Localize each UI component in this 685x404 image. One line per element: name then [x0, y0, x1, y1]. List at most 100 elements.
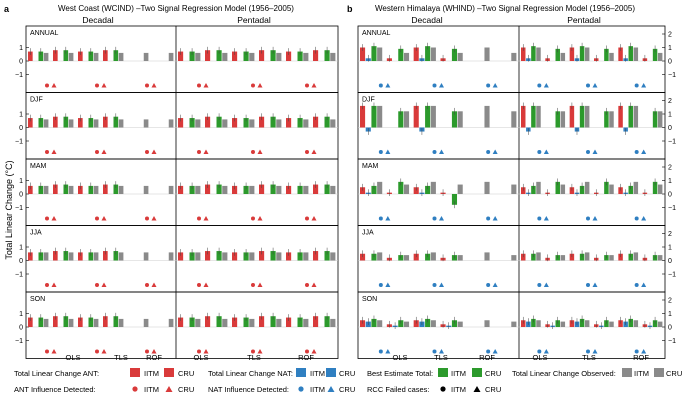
panel-a-row-2-tick-label-1: 0 — [19, 192, 23, 199]
panel-a-row-2-group-2-obs-bar — [93, 185, 99, 194]
panel-b-row-0-detect-0-circle-icon — [378, 83, 383, 88]
panel-a-row-2-group-3-ant-bar — [103, 184, 108, 194]
panel-a-row-2-detect-3-circle-icon — [197, 216, 201, 221]
panel-b-method-ols: OLS — [392, 353, 407, 362]
panel-a-row-3-tick-label-2: −1 — [15, 272, 23, 279]
panel-b-row-0-group-8-ant-bar — [569, 47, 575, 61]
panel-b-row-0-group-6-ant-bar — [521, 47, 526, 61]
panel-a-row-1-detect-3-triangle-icon — [203, 149, 209, 154]
panel-a-row-0-detect-2-triangle-icon — [151, 83, 157, 88]
panel-a-row-3-group-2-obs-bar — [93, 252, 99, 261]
panel-a-row-2-group-7-obs-bar — [222, 185, 228, 194]
panel-a-row-1-tick-label-2: −1 — [15, 139, 23, 146]
panel-b-row-4-group-9-obs-bar — [609, 321, 614, 327]
panel-a-row-0-group-9-obs-bar — [276, 52, 282, 61]
panel-b-row-1-detect-1-circle-icon — [432, 150, 437, 154]
panel-b-row-1-detect-3-triangle-icon — [543, 149, 549, 154]
panel-a-row-1-group-4-obs-bar — [143, 119, 149, 128]
panel-b-row-2-detect-1-triangle-icon — [439, 216, 444, 221]
panel-a-row-1-group-6-best-bar — [189, 118, 195, 128]
panel-b-row-4-group-11-obs-bar — [657, 321, 663, 327]
panel-a-row-0-label: ANNUAL — [30, 30, 59, 37]
panel-a-row-0-detect-4-circle-icon — [251, 83, 255, 88]
panel-b-row-1-group-10-ant-bar — [618, 105, 623, 128]
panel-b-row-2-group-4-obs-bar — [484, 181, 490, 194]
panel-a-row-0-group-2-ant-bar — [78, 51, 83, 61]
panel-a-row-0-detect-3-triangle-icon — [203, 83, 209, 88]
legend-ant-iitm-text: IITM — [144, 369, 159, 378]
panel-b-row-1-group-6-ant-bar — [521, 105, 526, 128]
panel-b-row-2-group-9-best-bar — [604, 181, 609, 194]
panel-b-row-2-tick-label-0: 2 — [668, 165, 672, 172]
panel-a-row-0-detect-0-circle-icon — [45, 83, 49, 88]
panel-a-row-1-group-10-best-bar — [297, 118, 303, 128]
panel-b-row-2-group-6-best-bar — [531, 185, 536, 194]
panel-b-row-4-tick-label-1: 1 — [668, 311, 672, 318]
legend-best-cru-swatch — [472, 368, 482, 377]
panel-a-row-2-group-6-best-bar — [189, 185, 195, 194]
panel-a-header-decadal: Decadal — [82, 15, 113, 25]
panel-a-row-3-group-5-obs-bar — [168, 252, 174, 261]
panel-a-row-1-group-11-obs-bar — [330, 119, 336, 128]
panel-a-row-1-group-3-ant-bar — [103, 116, 108, 128]
panel-a-row-1-group-3-obs-bar — [118, 119, 124, 128]
panel-b-row-2-detect-2-triangle-icon — [492, 216, 498, 221]
panel-b-row-1-tick-label-2: 0 — [668, 125, 672, 132]
panel-a-row-0-detect-3-circle-icon — [197, 83, 201, 88]
panel-a-row-1-detect-3-circle-icon — [197, 150, 201, 154]
panel-a-row-1-group-3-best-bar — [113, 116, 119, 128]
panel-a-row-2-group-9-ant-bar — [259, 184, 265, 194]
panel-b-row-2-group-8-obs-bar — [584, 181, 590, 194]
legend-panel-a: Total Linear Change ANT: IITM CRU ANT In… — [14, 368, 355, 394]
panel-a-row-4-tick-label-0: 1 — [19, 311, 23, 318]
panel-b-row-0-group-6-obs-bar — [536, 47, 541, 61]
panel-a-row-4-detect-3-triangle-icon — [203, 349, 209, 354]
panel-b-method-rof-pentadal: ROF — [633, 353, 649, 362]
panel-a-row-1-group-11-best-bar — [324, 116, 330, 128]
panel-a-row-2-detect-1-circle-icon — [95, 216, 99, 221]
panel-a-row-1-detect-2-triangle-icon — [151, 149, 157, 154]
legend-rcc-iitm-circle-icon — [440, 386, 446, 392]
panel-a-row-2-group-3-obs-bar — [118, 185, 124, 194]
panel-a-row-3-detect-2-circle-icon — [145, 283, 149, 287]
panel-a-row-4-group-9-ant-bar — [259, 316, 265, 327]
panel-a-row-2-group-11-ant-bar — [313, 184, 319, 194]
panel-b-row-0-group-10-best-bar — [628, 46, 633, 61]
panel-a-row-1-group-1-ant-bar — [53, 116, 58, 128]
panel-a-row-3-group-9-ant-bar — [259, 251, 265, 261]
panel-a-row-0-group-8-best-bar — [243, 51, 249, 61]
legend-ant-cru-swatch — [164, 368, 174, 377]
panel-b-row-2-detect-4-triangle-icon — [592, 216, 598, 221]
panel-a-row-2-group-1-obs-bar — [68, 185, 74, 194]
panel-a-row-0-group-9-best-bar — [270, 50, 276, 61]
panel-a-row-3-group-1-ant-bar — [53, 251, 58, 261]
panel-a-row-2-group-5-obs-bar — [168, 185, 174, 194]
panel-a-row-3-detect-2-triangle-icon — [151, 282, 157, 287]
legend-best-iitm-text: IITM — [451, 369, 466, 378]
legend-obs-iitm-text: IITM — [634, 369, 649, 378]
panel-a-row-3-detect-1-triangle-icon — [101, 282, 107, 287]
panel-a-row-2-detect-2-circle-icon — [145, 216, 149, 221]
panel-a-row-3-tick-label-1: 0 — [19, 258, 23, 265]
panel-a-row-0-group-5-obs-bar — [168, 52, 174, 61]
panel-b-row-3-group-1-obs-bar — [403, 255, 410, 261]
panel-b-row-1-group-6-best-bar — [531, 105, 536, 128]
panel-b-row-2-tick-label-1: 1 — [668, 178, 672, 185]
legend-best-cru-text: CRU — [485, 369, 501, 378]
panel-a-row-4-detect-1-circle-icon — [95, 349, 99, 354]
panel-a-row-0-group-6-best-bar — [189, 51, 195, 61]
legend-nat-change-label: Total Linear Change NAT: — [208, 369, 293, 378]
panel-a-row-4-detect-1-triangle-icon — [101, 349, 107, 354]
panel-a-method-ols: OLS — [65, 353, 80, 362]
panel-b-row-1-group-9-best-bar — [604, 111, 609, 128]
panel-b-row-0-detect-2-circle-icon — [486, 83, 491, 88]
panel-a-row-1-detect-5-triangle-icon — [311, 149, 317, 154]
panel-b-row-3-detect-0-triangle-icon — [385, 282, 391, 287]
panel-b-row-3-detect-4-triangle-icon — [592, 282, 598, 287]
panel-b-row-2-detect-0-circle-icon — [378, 216, 383, 221]
panel-b-row-0-group-11-obs-bar — [657, 52, 663, 61]
panel-a-row-3-detect-3-triangle-icon — [203, 282, 209, 287]
panel-a-row-4-group-6-obs-bar — [195, 318, 201, 327]
panel-a-row-3-detect-1-circle-icon — [95, 283, 99, 287]
panel-a-row-1-label: DJF — [30, 97, 43, 104]
